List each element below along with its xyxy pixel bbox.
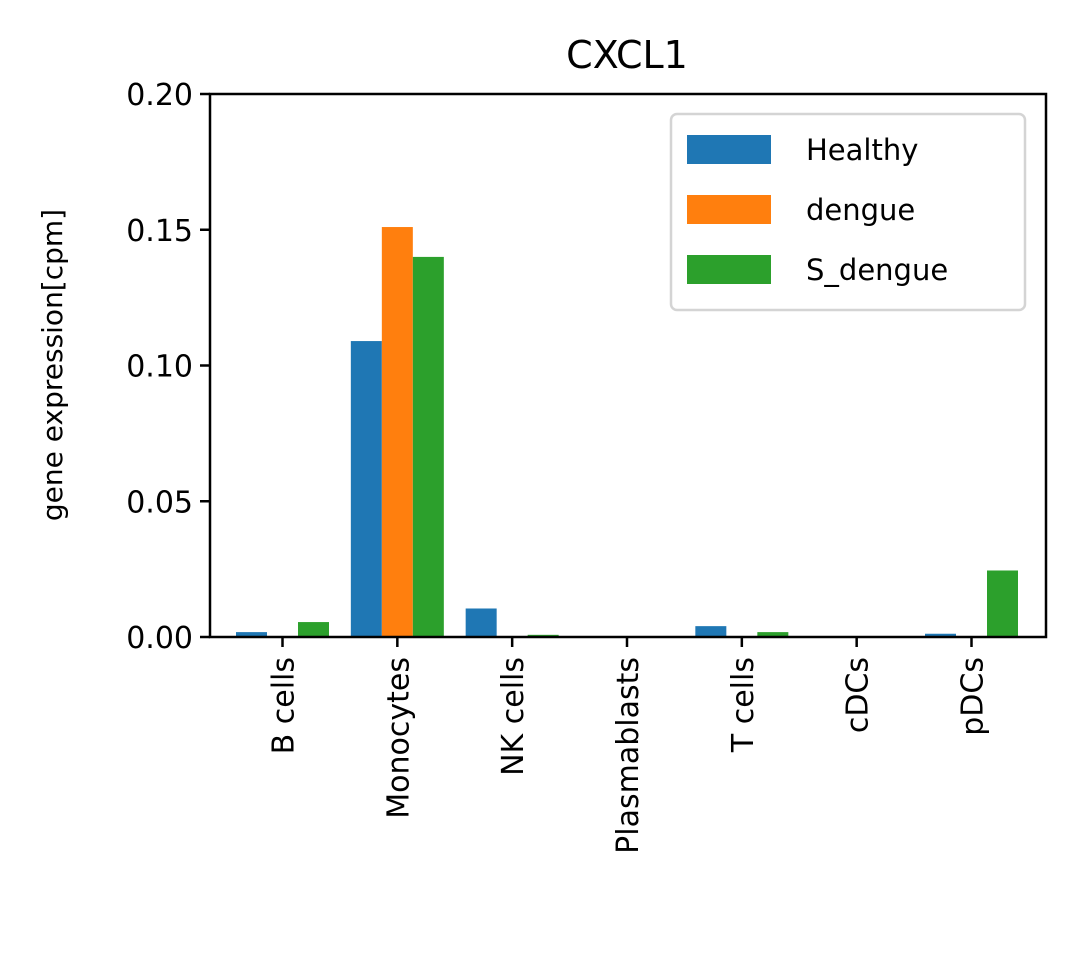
legend: Healthy dengue S_dengue [669,112,1027,312]
legend-label: Healthy [806,133,918,167]
bar-healthy-b-cells [236,632,267,637]
y-tick-label: 0.15 [126,214,193,249]
y-tick-label: 0.20 [126,78,193,113]
axes-group: 0.00 0.05 0.10 0.15 0.20 B cells Monocytes NK c… [126,78,1048,854]
y-axis-label: gene expression[cpm] [36,209,69,521]
y-tick-label: 0.05 [126,485,193,520]
chart-title: CXCL1 [566,33,688,77]
bar-healthy-pdcs [925,633,956,637]
x-tick-label: T cells [726,657,761,753]
legend-label: dengue [806,193,915,227]
bar-healthy-monocytes [350,341,382,637]
bar-s-dengue-b-cells [298,622,329,637]
x-tick-label: Monocytes [381,657,416,819]
x-tick-label: pDCs [956,657,991,736]
bars-group [236,227,1018,637]
x-tick-label: Plasmablasts [611,657,646,854]
bar-s-dengue-pdcs [987,570,1018,637]
x-tick-label: NK cells [496,657,531,776]
bar-s-dengue-monocytes [412,256,444,637]
y-tick-label: 0.10 [126,350,193,385]
bar-dengue-monocytes [381,227,413,637]
legend-swatch [687,135,771,164]
legend-swatch [687,255,771,284]
x-tick-label: cDCs [841,657,876,733]
bar-s-dengue-t-cells [757,632,789,637]
legend-swatch [687,195,771,224]
bar-healthy-t-cells [695,626,727,637]
bar-healthy-nk-cells [465,608,497,637]
x-tick-label: B cells [267,657,302,754]
legend-label: S_dengue [806,253,948,287]
y-tick-label: 0.00 [126,621,193,656]
